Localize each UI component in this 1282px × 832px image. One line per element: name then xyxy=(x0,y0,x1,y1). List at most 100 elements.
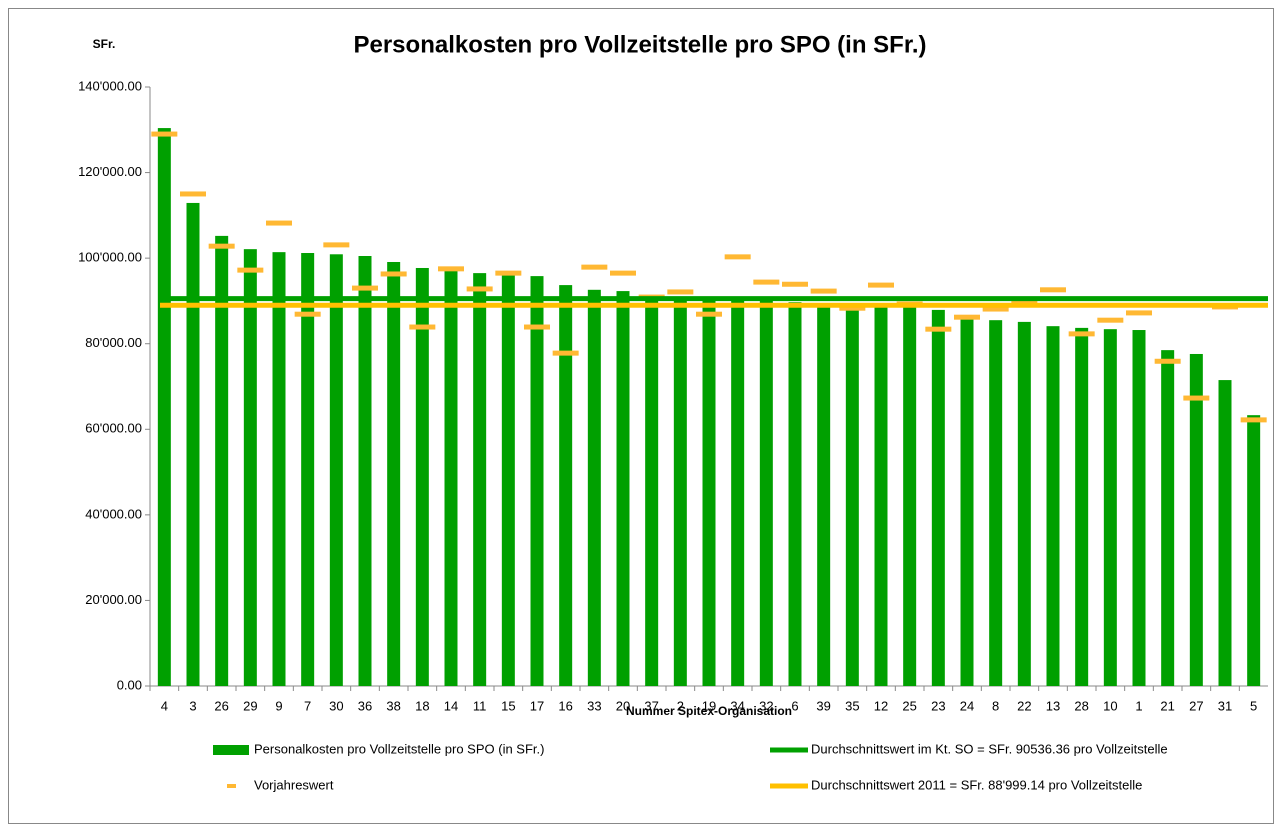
bar xyxy=(559,285,573,686)
bar xyxy=(1075,327,1089,686)
x-tick-label: 19 xyxy=(702,698,716,713)
x-tick-label: 31 xyxy=(1218,698,1232,713)
y-tick-label: 60'000.00 xyxy=(85,421,142,436)
previous-year-marker xyxy=(495,270,522,276)
bar xyxy=(731,300,745,686)
previous-year-marker xyxy=(1068,331,1095,337)
previous-year-marker xyxy=(1240,417,1267,423)
bar xyxy=(329,254,343,686)
bar xyxy=(817,303,831,686)
x-tick-label: 32 xyxy=(759,698,773,713)
bar xyxy=(530,276,544,686)
bar xyxy=(903,306,917,686)
previous-year-marker xyxy=(1154,358,1181,364)
previous-year-marker xyxy=(266,220,292,226)
x-tick-label: 38 xyxy=(386,698,400,713)
legend-swatch xyxy=(227,784,236,788)
y-tick-label: 0.00 xyxy=(117,677,142,692)
previous-year-marker xyxy=(323,242,350,248)
previous-year-marker xyxy=(954,314,980,320)
x-tick-label: 11 xyxy=(473,698,487,713)
previous-year-marker xyxy=(724,254,751,260)
previous-year-marker xyxy=(438,266,464,272)
previous-year-marker xyxy=(581,264,608,270)
previous-year-marker xyxy=(380,271,407,277)
bar xyxy=(845,308,859,686)
y-tick-label: 40'000.00 xyxy=(85,506,142,521)
bar xyxy=(587,289,601,686)
bar xyxy=(989,320,1003,686)
legend-swatch xyxy=(213,745,249,755)
previous-year-marker xyxy=(782,281,808,287)
legend-label: Personalkosten pro Vollzeitstelle pro SP… xyxy=(254,741,544,756)
bar xyxy=(272,252,286,686)
bar xyxy=(243,249,257,687)
previous-year-marker xyxy=(1183,395,1210,401)
x-tick-label: 6 xyxy=(791,698,798,713)
previous-year-marker xyxy=(352,285,378,291)
x-tick-label: 5 xyxy=(1250,698,1257,713)
x-tick-label: 15 xyxy=(501,698,515,713)
x-tick-label: 3 xyxy=(189,698,196,713)
x-tick-label: 7 xyxy=(304,698,311,713)
previous-year-marker xyxy=(409,324,436,330)
x-tick-label: 13 xyxy=(1046,698,1060,713)
x-tick-label: 21 xyxy=(1160,698,1174,713)
x-tick-label: 34 xyxy=(730,698,744,713)
x-tick-label: 30 xyxy=(329,698,343,713)
previous-year-marker xyxy=(925,326,952,332)
x-tick-label: 4 xyxy=(161,698,168,713)
x-tick-label: 14 xyxy=(444,698,458,713)
x-tick-label: 22 xyxy=(1017,698,1031,713)
previous-year-marker xyxy=(294,311,321,317)
bar xyxy=(759,300,773,686)
x-tick-label: 10 xyxy=(1103,698,1117,713)
bar xyxy=(960,315,974,686)
x-tick-label: 36 xyxy=(358,698,372,713)
bar xyxy=(788,302,802,686)
bar xyxy=(616,291,630,686)
x-tick-label: 8 xyxy=(992,698,999,713)
previous-year-marker xyxy=(868,282,894,288)
bar xyxy=(931,309,945,686)
x-tick-label: 26 xyxy=(214,698,228,713)
bar xyxy=(301,253,315,686)
previous-year-marker xyxy=(753,279,780,285)
bar xyxy=(645,296,659,686)
bar xyxy=(1247,415,1261,686)
x-tick-label: 39 xyxy=(816,698,830,713)
bar xyxy=(501,274,515,686)
bar xyxy=(1103,329,1117,686)
bar xyxy=(358,256,372,686)
bar xyxy=(157,128,171,686)
previous-year-marker xyxy=(982,306,1009,312)
bar xyxy=(444,270,458,686)
bar xyxy=(1189,353,1203,686)
x-tick-label: 37 xyxy=(644,698,658,713)
x-tick-label: 25 xyxy=(902,698,916,713)
x-tick-label: 28 xyxy=(1074,698,1088,713)
x-axis-label: Nummer Spitex-Organisation xyxy=(626,704,792,718)
previous-year-marker xyxy=(552,350,579,356)
x-tick-label: 18 xyxy=(415,698,429,713)
previous-year-marker xyxy=(151,131,178,137)
y-tick-label: 140'000.00 xyxy=(78,78,142,93)
x-tick-label: 17 xyxy=(530,698,544,713)
bar xyxy=(1218,380,1232,686)
bar xyxy=(874,306,888,686)
legend-label: Durchschnittswert im Kt. SO = SFr. 90536… xyxy=(811,741,1168,756)
bar xyxy=(215,235,229,686)
x-tick-label: 29 xyxy=(243,698,257,713)
x-tick-label: 33 xyxy=(587,698,601,713)
x-tick-label: 27 xyxy=(1189,698,1203,713)
previous-year-marker xyxy=(810,288,837,294)
bar xyxy=(1017,321,1031,686)
x-tick-label: 20 xyxy=(616,698,630,713)
y-tick-label: 100'000.00 xyxy=(78,250,142,265)
bar xyxy=(1132,330,1146,686)
previous-year-marker xyxy=(237,267,264,273)
x-tick-label: 24 xyxy=(960,698,974,713)
x-tick-label: 35 xyxy=(845,698,859,713)
bar xyxy=(415,267,429,686)
